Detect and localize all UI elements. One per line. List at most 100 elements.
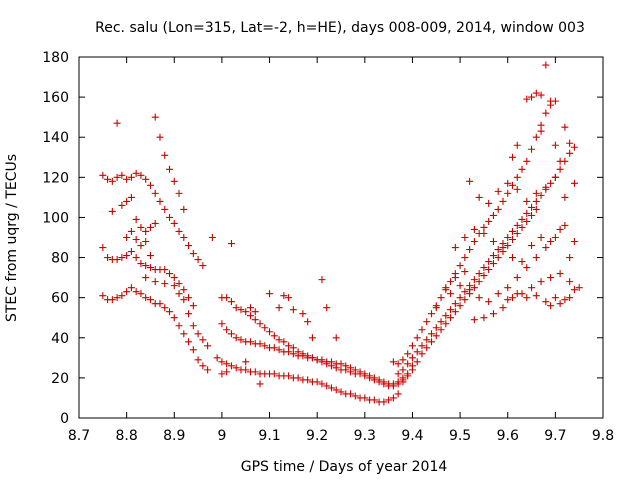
data-point (361, 370, 369, 378)
data-point (227, 362, 235, 370)
data-point (489, 238, 497, 246)
data-point (104, 175, 112, 183)
data-point (108, 207, 116, 215)
data-point (204, 366, 212, 374)
data-point (518, 165, 526, 173)
data-point (456, 282, 464, 290)
data-point (375, 376, 383, 384)
data-point (537, 278, 545, 286)
data-point (523, 209, 531, 217)
data-point (542, 109, 550, 117)
data-point (537, 191, 545, 199)
data-point (327, 358, 335, 366)
x-tick-label: 9.6 (497, 428, 519, 444)
data-point (156, 300, 164, 308)
data-point (456, 262, 464, 270)
data-point (466, 246, 474, 254)
data-point (432, 304, 440, 312)
data-point (513, 274, 521, 282)
data-point (451, 308, 459, 316)
data-point (132, 236, 140, 244)
data-point (223, 326, 231, 334)
data-point (556, 300, 564, 308)
data-point (485, 199, 493, 207)
data-point (528, 211, 536, 219)
data-point (266, 290, 274, 298)
data-point (199, 262, 207, 270)
y-tick-label: 40 (51, 331, 69, 347)
x-axis-label: GPS time / Days of year 2014 (241, 459, 448, 475)
data-point (304, 318, 312, 326)
data-point (318, 276, 326, 284)
data-point (447, 306, 455, 314)
data-point (246, 338, 254, 346)
data-point (194, 356, 202, 364)
data-point (123, 252, 131, 260)
data-point (323, 304, 331, 312)
data-point (485, 266, 493, 274)
data-point (408, 366, 416, 374)
data-point (566, 254, 574, 262)
y-tick-label: 100 (42, 210, 69, 226)
data-point (227, 240, 235, 248)
data-point (170, 274, 178, 282)
data-point (99, 244, 107, 252)
data-point (394, 390, 402, 398)
data-point (304, 376, 312, 384)
data-point (480, 272, 488, 280)
data-point (470, 225, 478, 233)
data-point (127, 173, 135, 181)
data-point (180, 330, 188, 338)
data-point (146, 223, 154, 231)
data-point (275, 346, 283, 354)
data-point (166, 165, 174, 173)
data-point (475, 294, 483, 302)
data-point (170, 314, 178, 322)
data-point (408, 342, 416, 350)
data-point (442, 320, 450, 328)
data-point (523, 294, 531, 302)
data-point (551, 294, 559, 302)
data-point (475, 278, 483, 286)
data-point (551, 141, 559, 149)
data-point (513, 221, 521, 229)
y-tick-label: 60 (51, 291, 69, 307)
data-point (294, 374, 302, 382)
data-point (299, 310, 307, 318)
data-point (428, 338, 436, 346)
data-point (508, 153, 516, 161)
data-point (127, 193, 135, 201)
data-point (556, 270, 564, 278)
data-point (532, 189, 540, 197)
data-point (199, 362, 207, 370)
data-point (494, 246, 502, 254)
data-point (513, 141, 521, 149)
data-point (385, 396, 393, 404)
data-point (275, 336, 283, 344)
data-point (380, 378, 388, 386)
data-point (308, 354, 316, 362)
data-point (366, 372, 374, 380)
data-point (423, 318, 431, 326)
data-point (270, 370, 278, 378)
data-point (347, 390, 355, 398)
data-point (475, 270, 483, 278)
data-point (508, 254, 516, 262)
data-point (361, 394, 369, 402)
data-point (285, 342, 293, 350)
data-point (566, 278, 574, 286)
data-point (556, 157, 564, 165)
data-point (461, 288, 469, 296)
y-tick-label: 160 (42, 90, 69, 106)
data-point (504, 242, 512, 250)
data-point (480, 314, 488, 322)
x-tick-label: 9.7 (544, 428, 566, 444)
data-point (137, 171, 145, 179)
data-point (547, 97, 555, 105)
data-point (494, 254, 502, 262)
data-point (142, 274, 150, 282)
data-point (180, 296, 188, 304)
data-point (347, 364, 355, 372)
data-point (442, 284, 450, 292)
data-point (218, 370, 226, 378)
